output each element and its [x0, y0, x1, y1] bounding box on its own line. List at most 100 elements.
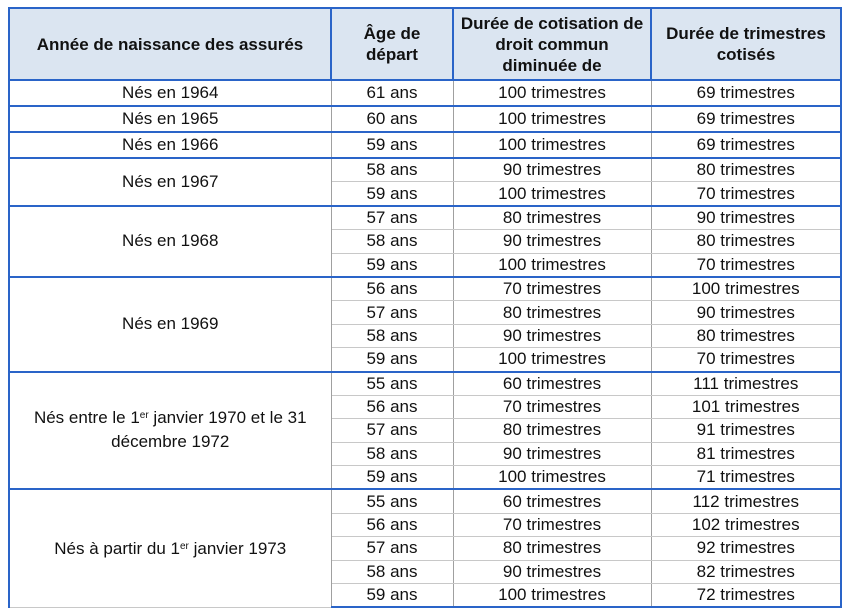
- quarters-contributed-cell: 80 trimestres: [650, 157, 842, 183]
- quarters-contributed-cell: 69 trimestres: [650, 131, 842, 159]
- departure-age-cell: 59 ans: [330, 465, 454, 490]
- birth-year-cell: Nés en 1966: [8, 131, 332, 159]
- table-row: Nés en 1966 59 ans 100 trimestres 69 trimes…: [8, 131, 842, 159]
- contribution-reduction-cell: 80 trimestres: [452, 536, 652, 561]
- quarters-contributed-cell: 92 trimestres: [650, 536, 842, 561]
- birth-year-text: Nés entre le 1: [33, 408, 140, 428]
- quarters-contributed-cell: 72 trimestres: [650, 583, 842, 609]
- departure-age-cell: 59 ans: [330, 583, 454, 609]
- header-contribution-reduction: Durée de cotisation de droit commun dimi…: [452, 7, 652, 81]
- contribution-reduction-cell: 90 trimestres: [452, 441, 652, 467]
- table-row: 59 ans 100 trimestres 70 trimestres: [9, 347, 842, 373]
- departure-age-cell: 60 ans: [330, 105, 454, 133]
- quarters-contributed-cell: 91 trimestres: [650, 418, 842, 443]
- departure-age-cell: 55 ans: [330, 488, 454, 514]
- departure-age-cell: 56 ans: [330, 394, 454, 420]
- quarters-contributed-cell: 71 trimestres: [650, 465, 842, 490]
- table-row: 58 ans 90 trimestres 80 trimestres: [9, 229, 842, 254]
- table-body: Nés en 1964 61 ans 100 trimestres 69 trimes…: [8, 79, 842, 609]
- table-row: Nés entre le 1er janvier 1970 et le 31 d…: [8, 370, 842, 490]
- table-row: 56 ans 70 trimestres 102 trimestres: [9, 512, 842, 538]
- contribution-reduction-cell: 80 trimestres: [452, 300, 652, 325]
- departure-age-cell: 59 ans: [330, 181, 454, 207]
- contribution-reduction-cell: 70 trimestres: [452, 512, 652, 538]
- contribution-reduction-cell: 100 trimestres: [452, 131, 652, 159]
- quarters-contributed-cell: 102 trimestres: [650, 512, 842, 538]
- quarters-contributed-cell: 101 trimestres: [650, 394, 842, 420]
- contribution-reduction-cell: 100 trimestres: [452, 181, 652, 207]
- table-row: Nés en 1969 56 ans 70 trimestres 100 trimes…: [8, 275, 842, 373]
- table-row: 58 ans 90 trimestres 82 trimestres: [9, 559, 842, 585]
- quarters-contributed-cell: 82 trimestres: [650, 559, 842, 585]
- table-row: Nés en 1968 57 ans 80 trimestres 90 trimest…: [8, 204, 842, 278]
- quarters-contributed-cell: 69 trimestres: [650, 105, 842, 133]
- quarters-contributed-cell: 80 trimestres: [650, 323, 842, 349]
- birth-year-cell: Nés à partir du 1er janvier 1973: [8, 488, 332, 608]
- departure-age-cell: 58 ans: [330, 323, 454, 349]
- table-row: 58 ans 90 trimestres 80 trimestres: [9, 323, 842, 349]
- contribution-reduction-cell: 100 trimestres: [452, 79, 652, 107]
- departure-age-cell: 58 ans: [330, 559, 454, 585]
- contribution-reduction-cell: 60 trimestres: [452, 370, 652, 396]
- quarters-contributed-cell: 111 trimestres: [650, 370, 842, 396]
- birth-year-cell: Nés en 1964: [8, 79, 332, 107]
- departure-age-cell: 57 ans: [330, 536, 454, 561]
- ordinal-superscript: er: [179, 540, 189, 552]
- table-row: 59 ans 100 trimestres 70 trimestres: [9, 181, 842, 207]
- contribution-reduction-cell: 90 trimestres: [452, 229, 652, 254]
- departure-age-cell: 57 ans: [330, 418, 454, 443]
- retirement-table: Année de naissance des assurés Âge de dé…: [8, 7, 842, 609]
- departure-age-cell: 59 ans: [330, 347, 454, 373]
- table-row: Nés en 1965 60 ans 100 trimestres 69 trimes…: [8, 105, 842, 133]
- quarters-contributed-cell: 70 trimestres: [650, 181, 842, 207]
- quarters-contributed-cell: 90 trimestres: [650, 204, 842, 231]
- birth-year-cell: Nés en 1967: [8, 157, 332, 207]
- birth-year-text: janvier 1970 et le 31 décembre 1972: [111, 408, 307, 452]
- departure-age-cell: 58 ans: [330, 441, 454, 467]
- departure-age-cell: 59 ans: [330, 252, 454, 278]
- contribution-reduction-cell: 100 trimestres: [452, 583, 652, 609]
- birth-year-cell: Nés en 1968: [8, 204, 332, 278]
- table-row: 59 ans 100 trimestres 71 trimestres: [9, 465, 842, 490]
- table-row: Nés en 1964 61 ans 100 trimestres 69 trimes…: [8, 79, 842, 107]
- quarters-contributed-cell: 81 trimestres: [650, 441, 842, 467]
- contribution-reduction-cell: 70 trimestres: [452, 275, 652, 302]
- table-row: Nés en 1967 58 ans 90 trimestres 80 trimest…: [8, 157, 842, 207]
- contribution-reduction-cell: 80 trimestres: [452, 418, 652, 443]
- birth-year-cell: Nés en 1969: [8, 275, 332, 373]
- departure-age-cell: 57 ans: [330, 300, 454, 325]
- header-quarters-contributed: Durée de trimestres cotisés: [650, 7, 842, 81]
- departure-age-cell: 58 ans: [330, 229, 454, 254]
- quarters-contributed-cell: 90 trimestres: [650, 300, 842, 325]
- contribution-reduction-cell: 90 trimestres: [452, 157, 652, 183]
- contribution-reduction-cell: 60 trimestres: [452, 488, 652, 514]
- departure-age-cell: 57 ans: [330, 204, 454, 231]
- departure-age-cell: 56 ans: [330, 275, 454, 302]
- table-row: 59 ans 100 trimestres 70 trimestres: [9, 252, 842, 278]
- departure-age-cell: 55 ans: [330, 370, 454, 396]
- header-birth-year: Année de naissance des assurés: [8, 7, 332, 81]
- birth-year-text: Nés à partir du 1: [54, 538, 180, 558]
- quarters-contributed-cell: 112 trimestres: [650, 488, 842, 514]
- table-row: 57 ans 80 trimestres 92 trimestres: [9, 536, 842, 561]
- ordinal-superscript: er: [139, 410, 149, 422]
- departure-age-cell: 61 ans: [330, 79, 454, 107]
- quarters-contributed-cell: 70 trimestres: [650, 252, 842, 278]
- contribution-reduction-cell: 100 trimestres: [452, 105, 652, 133]
- contribution-reduction-cell: 100 trimestres: [452, 465, 652, 490]
- quarters-contributed-cell: 70 trimestres: [650, 347, 842, 373]
- header-row: Année de naissance des assurés Âge de dé…: [8, 7, 842, 81]
- quarters-contributed-cell: 69 trimestres: [650, 79, 842, 107]
- departure-age-cell: 58 ans: [330, 157, 454, 183]
- table-row: 57 ans 80 trimestres 90 trimestres: [9, 300, 842, 325]
- table-row: 57 ans 80 trimestres 91 trimestres: [9, 418, 842, 443]
- birth-year-cell: Nés en 1965: [8, 105, 332, 133]
- contribution-reduction-cell: 100 trimestres: [452, 252, 652, 278]
- departure-age-cell: 56 ans: [330, 512, 454, 538]
- birth-year-cell: Nés entre le 1er janvier 1970 et le 31 d…: [8, 370, 332, 490]
- contribution-reduction-cell: 100 trimestres: [452, 347, 652, 373]
- contribution-reduction-cell: 90 trimestres: [452, 559, 652, 585]
- departure-age-cell: 59 ans: [330, 131, 454, 159]
- table-row: Nés à partir du 1er janvier 1973 55 ans 60…: [8, 488, 842, 608]
- header-departure-age: Âge de départ: [330, 7, 454, 81]
